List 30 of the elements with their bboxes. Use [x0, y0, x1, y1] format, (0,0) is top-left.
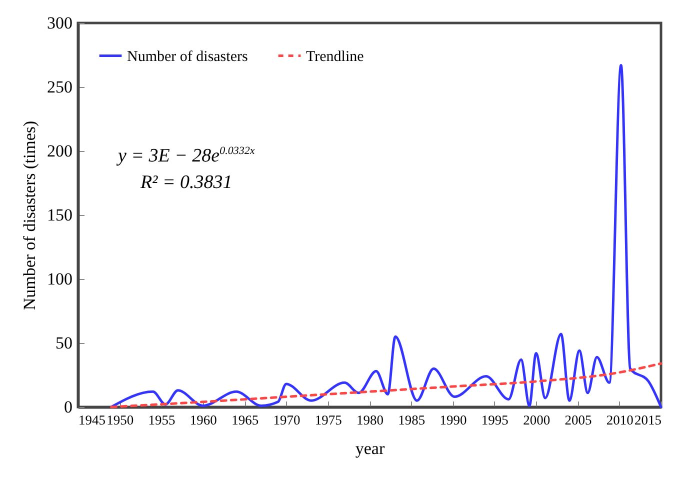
x-tick-label: 1990 — [440, 412, 468, 428]
x-tick-label: 1955 — [148, 412, 176, 428]
x-tick-label: 2015 — [634, 412, 662, 428]
x-tick-label: 2005 — [564, 412, 592, 428]
x-tick-label: 1950 — [106, 412, 134, 428]
x-tick-label: 1980 — [356, 412, 384, 428]
line-series — [110, 362, 662, 408]
legend-label: Trendline — [306, 48, 364, 65]
annotation: y = 3E − 28e$^{0.0332x}$ — [118, 144, 255, 168]
x-tick-label: 1975 — [314, 412, 342, 428]
x-tick-label: 2010 — [606, 412, 634, 428]
y-tick-label: 100 — [47, 270, 72, 288]
x-tick-label: 1995 — [481, 412, 509, 428]
legend-label: Number of disasters — [127, 48, 248, 65]
y-axis-title: Number of disasters (times) — [20, 120, 39, 310]
x-tick-label: 1945 — [78, 412, 106, 428]
y-tick-label: 150 — [47, 206, 72, 224]
y-tick-label: 200 — [47, 142, 72, 160]
x-tick-label: 1970 — [273, 412, 300, 428]
x-tick-label: 1965 — [232, 412, 259, 428]
x-axis-title: year — [355, 439, 385, 458]
y-tick-label: 0 — [64, 398, 72, 416]
x-tick-label: 2000 — [523, 412, 550, 428]
y-tick-label: 250 — [47, 78, 72, 96]
annotation: R² = 0.3831 — [139, 171, 234, 196]
x-tick-label: 1960 — [190, 412, 218, 428]
x-tick-label: 1985 — [398, 412, 426, 428]
y-tick-label: 50 — [56, 334, 72, 352]
y-tick-label: 300 — [47, 14, 72, 32]
line-series — [110, 64, 662, 408]
